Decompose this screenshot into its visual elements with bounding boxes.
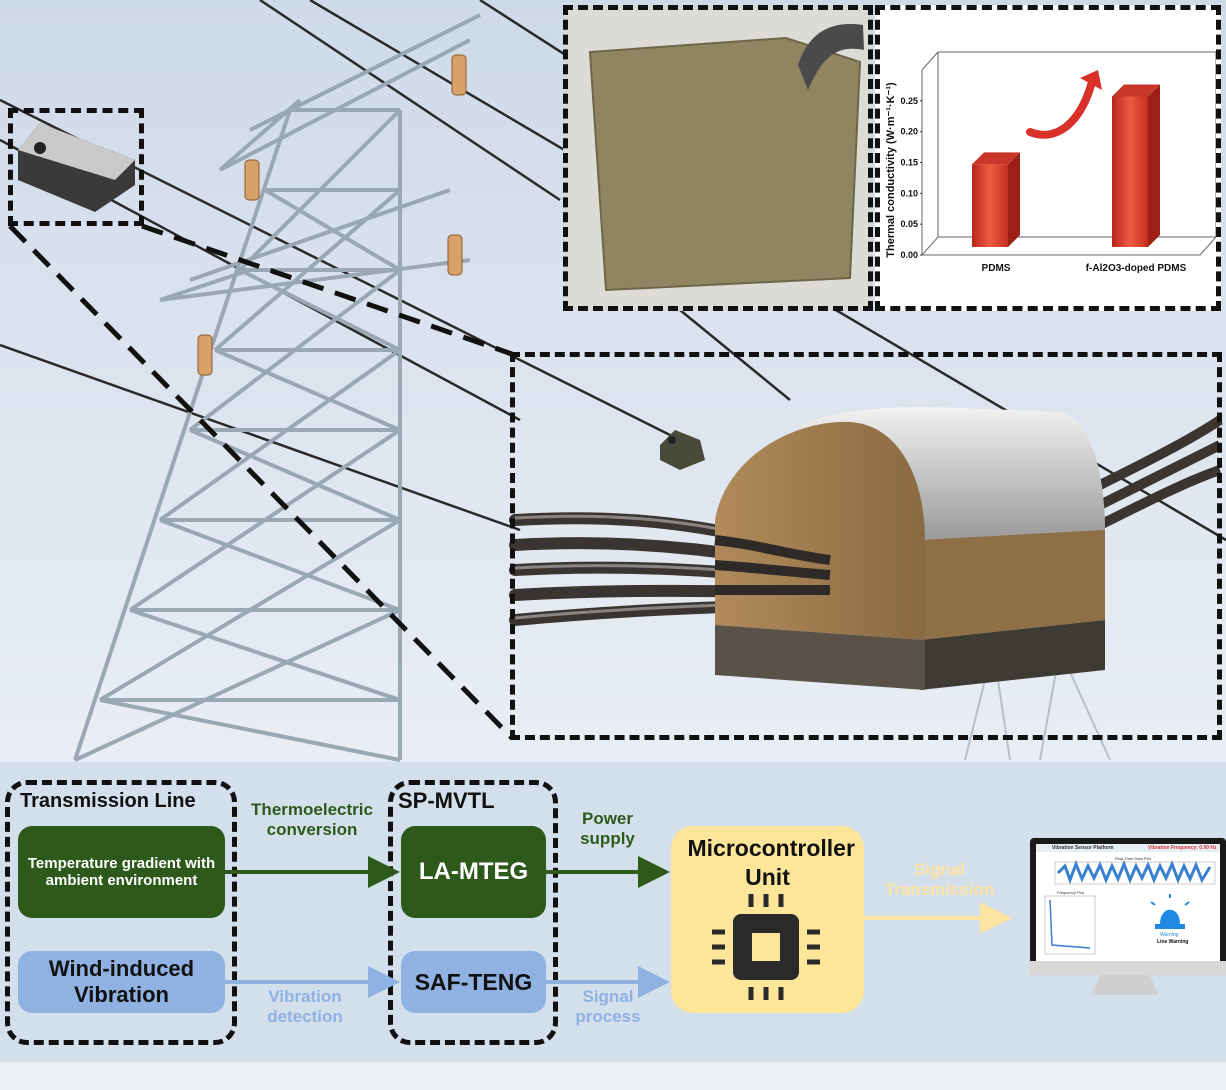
x-tick-label-1: f-Al2O3-doped PDMS <box>1086 263 1187 274</box>
transmission-tower <box>73 13 481 762</box>
y-tick-label-1: 0.05 <box>900 219 918 229</box>
monitor-plot1-title: Real-Time Data Plot <box>1115 856 1151 861</box>
signal-process-label: Signal process <box>575 987 641 1026</box>
chart-canvas: 0.00 0.05 0.10 0.15 0.20 0.25 PDMS f-Al2O3-dop… <box>885 51 1218 274</box>
chip-icon <box>712 894 820 1000</box>
microcontroller-label: Microcontroller Unit <box>687 835 855 890</box>
y-tick-label-3: 0.15 <box>900 158 918 168</box>
chart-y-axis-label: Thermal conductivity (W·m⁻¹·K⁻¹) <box>885 82 897 258</box>
la-mteg-box: LA-MTEG <box>401 826 546 918</box>
increase-arrow <box>1026 78 1096 139</box>
wind-vibration-box: Wind-induced Vibration <box>18 951 225 1013</box>
y-tick-label-2: 0.10 <box>900 188 918 198</box>
small-sensor-mid <box>660 430 705 470</box>
group-transmission-line-title: Transmission Line <box>20 790 196 812</box>
group-transmission-line <box>5 780 237 1045</box>
bar-0 <box>972 152 1020 247</box>
monitor-plot2-title: Frequency Plot <box>1057 890 1084 895</box>
monitor-warning-label: Warning <box>1160 932 1179 938</box>
monitor-device <box>1030 838 1226 995</box>
sensor-closeup <box>509 406 1223 690</box>
sample-photo <box>563 5 873 311</box>
saf-teng-box: SAF-TENG <box>401 951 546 1013</box>
y-tick-label-4: 0.20 <box>900 127 918 137</box>
thermo-conversion-label: Thermoelectric conversion <box>251 800 373 839</box>
signal-transmission-label: Signal Transmission <box>884 860 995 899</box>
increase-arrow-head <box>1080 70 1102 90</box>
insulators <box>197 54 467 376</box>
monitor-freq-text: Vibration Frequency: 0.00 Hz <box>1148 845 1217 851</box>
power-supply-label: Power supply <box>580 809 635 848</box>
thermal-chart: 0.00 0.05 0.10 0.15 0.20 0.25 PDMS f-Al2O3-dop… <box>875 5 1221 311</box>
x-tick-label-0: PDMS <box>982 263 1011 274</box>
zoom-box-large <box>510 352 1222 740</box>
monitor-app-title: Vibration Sensor Platform <box>1052 845 1114 851</box>
vibration-detection-label: Vibration detection <box>267 987 343 1026</box>
y-tick-label-5: 0.25 <box>900 96 918 106</box>
y-tick-label-0: 0.00 <box>900 250 918 260</box>
temperature-gradient-box: Temperature gradient with ambient enviro… <box>18 826 225 918</box>
bar-1 <box>1112 84 1160 247</box>
group-sp-mvtl <box>388 780 558 1045</box>
small-sensor-topleft <box>18 123 135 212</box>
monitor-line-warning: Line Warning <box>1157 939 1189 945</box>
group-sp-mvtl-title: SP-MVTL <box>398 788 495 813</box>
zoom-box-small <box>8 108 144 226</box>
